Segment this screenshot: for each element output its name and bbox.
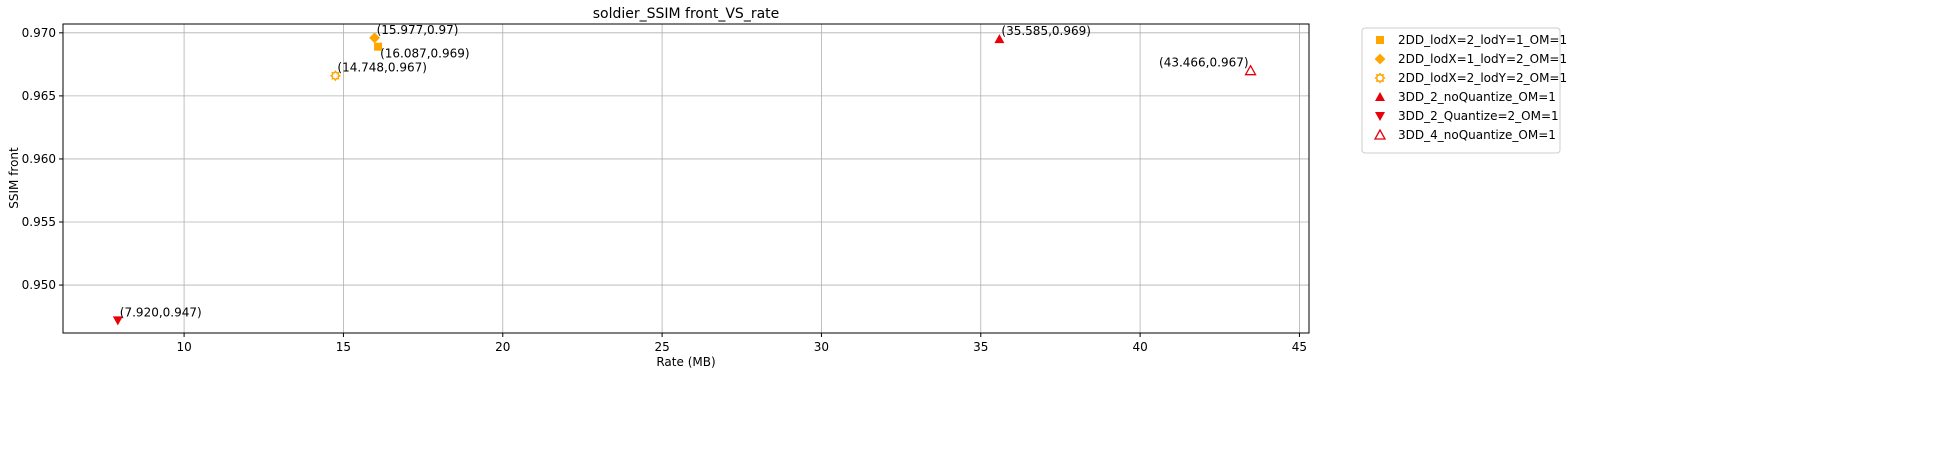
- point-annotation: (7.920,0.947): [120, 305, 202, 319]
- chart-title: soldier_SSIM front_VS_rate: [593, 6, 780, 22]
- marks-layer: [112, 32, 1257, 326]
- x-tick-label: 20: [495, 340, 510, 354]
- legend-marker-gear: [1374, 72, 1386, 84]
- y-tick-label: 0.965: [22, 89, 56, 103]
- legend-label: 2DD_lodX=2_lodY=1_OM=1: [1398, 33, 1567, 47]
- point-annotation: (15.977,0.97): [377, 23, 459, 37]
- y-axis-label: SSIM front: [7, 147, 21, 209]
- ticks-layer: 10 15 20 25 30 35 40 45 0.950 0.955 0.960 0.965 0.97…: [22, 26, 1307, 354]
- plot-area-frame: [62, 23, 1310, 334]
- x-tick-label: 10: [176, 340, 191, 354]
- x-tick-label: 30: [814, 340, 829, 354]
- legend-label: 2DD_lodX=2_lodY=2_OM=1: [1398, 71, 1567, 85]
- legend-marker-triangle-down: [1375, 112, 1385, 121]
- legend-label: 3DD_4_noQuantize_OM=1: [1398, 128, 1556, 142]
- legend: 2DD_lodX=2_lodY=1_OM=1 2DD_lodX=1_lodY=2_…: [1361, 27, 1567, 154]
- point-annotation: (35.585,0.969): [1001, 24, 1091, 38]
- legend-marker-diamond: [1374, 53, 1386, 65]
- data-point-triangle-down: [112, 316, 123, 326]
- data-point-gear: [329, 70, 342, 82]
- legend-label: 3DD_2_Quantize=2_OM=1: [1398, 109, 1559, 123]
- legend-frame: [1361, 27, 1561, 154]
- legend-marker-triangle-up: [1375, 92, 1385, 101]
- x-tick-label: 40: [1132, 340, 1147, 354]
- y-tick-label: 0.950: [22, 278, 56, 292]
- legend-items: 2DD_lodX=2_lodY=1_OM=1 2DD_lodX=1_lodY=2_…: [1373, 33, 1567, 142]
- data-point-square: [374, 42, 383, 51]
- x-tick-label: 35: [973, 340, 988, 354]
- x-tick-label: 15: [336, 340, 351, 354]
- legend-marker-triangle-up-open: [1373, 128, 1387, 140]
- legend-marker-square: [1376, 36, 1384, 44]
- point-annotation: (16.087,0.969): [380, 47, 470, 61]
- x-axis-label: Rate (MB): [656, 355, 715, 369]
- point-annotation: (43.466,0.967): [1159, 56, 1249, 70]
- grid-layer: [63, 24, 1309, 333]
- data-point-triangle-up: [994, 34, 1005, 44]
- y-tick-label: 0.955: [22, 215, 56, 229]
- point-annotation: (14.748,0.967): [337, 61, 427, 75]
- legend-label: 2DD_lodX=1_lodY=2_OM=1: [1398, 52, 1567, 66]
- x-tick-label: 45: [1292, 340, 1307, 354]
- y-tick-label: 0.960: [22, 152, 56, 166]
- x-tick-label: 25: [654, 340, 669, 354]
- data-point-diamond: [369, 32, 380, 44]
- legend-label: 3DD_2_noQuantize_OM=1: [1398, 90, 1556, 104]
- data-point-triangle-up-open: [1244, 64, 1257, 76]
- annotations-layer: (16.087,0.969) (15.977,0.97) (14.748,0.967…: [120, 23, 1249, 320]
- y-tick-label: 0.970: [22, 26, 56, 40]
